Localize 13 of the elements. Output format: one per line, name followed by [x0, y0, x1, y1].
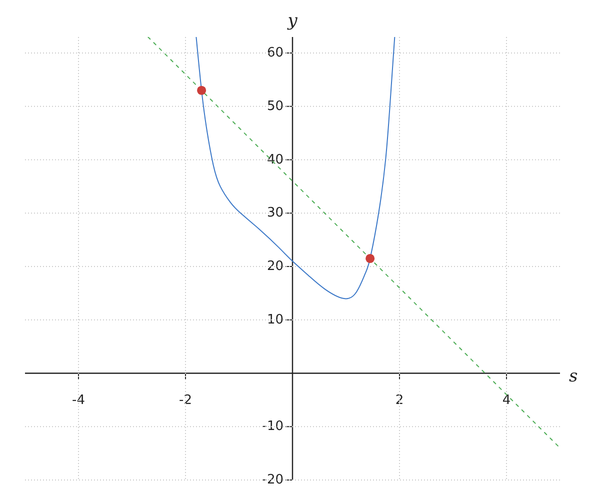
- x-tick-label: 4: [502, 392, 511, 408]
- y-tick-label: 10: [266, 312, 284, 328]
- y-tick-label: 60: [266, 46, 284, 61]
- x-axis-title: s: [569, 366, 578, 386]
- y-axis-title: y: [286, 11, 298, 31]
- line-series: [196, 37, 396, 300]
- x-tick-label: -4: [72, 392, 85, 408]
- y-tick-label: 30: [266, 206, 284, 221]
- y-tick-label: -10: [262, 419, 284, 434]
- y-tick-label: 20: [266, 259, 284, 274]
- y-tick-label: 40: [266, 152, 284, 168]
- y-tick-label: -20: [262, 472, 284, 488]
- y-tick-label: 50: [266, 98, 284, 114]
